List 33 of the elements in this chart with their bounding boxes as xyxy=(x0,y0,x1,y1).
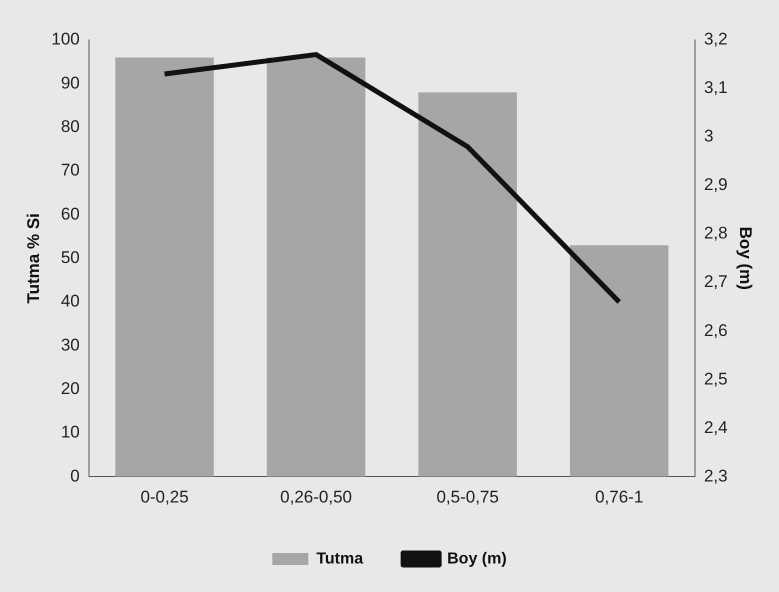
y2-tick-label: 2,3 xyxy=(704,466,728,486)
y-tick-label: 90 xyxy=(60,73,80,92)
y-tick-label: 100 xyxy=(51,30,80,49)
legend-label: Tutma xyxy=(316,550,364,568)
y-tick-label: 30 xyxy=(60,335,80,354)
x-tick-label: 0,26-0,50 xyxy=(280,487,352,506)
x-tick-label: 0,5-0,75 xyxy=(436,487,499,506)
y-tick-label: 80 xyxy=(60,117,80,136)
y-tick-label: 10 xyxy=(60,422,80,442)
bar xyxy=(570,245,668,477)
y2-tick-label: 2,8 xyxy=(704,224,728,243)
bar xyxy=(115,57,214,477)
y2-tick-label: 2,5 xyxy=(704,369,728,388)
bar xyxy=(418,92,517,477)
y2-tick-label: 3,2 xyxy=(704,30,728,49)
y-tick-label: 40 xyxy=(60,292,80,311)
y-tick-label: 20 xyxy=(60,378,80,398)
y2-tick-label: 2,6 xyxy=(704,320,728,340)
y-tick-label: 0 xyxy=(70,466,80,486)
y2-tick-label: 2,4 xyxy=(704,418,728,437)
x-tick-label: 0-0,25 xyxy=(140,487,189,506)
x-tick-label: 0,76-1 xyxy=(595,487,644,506)
y-tick-label: 70 xyxy=(60,160,80,180)
y-tick-label: 50 xyxy=(60,248,80,267)
bar xyxy=(266,57,366,477)
y-tick-label: 60 xyxy=(60,204,80,224)
legend-label: Boy (m) xyxy=(447,550,507,568)
y2-tick-label: 2,9 xyxy=(704,175,728,194)
y2-axis-title: Boy (m) xyxy=(736,226,756,290)
y2-tick-label: 3,1 xyxy=(704,78,728,98)
y2-tick-label: 2,7 xyxy=(704,272,728,292)
y2-tick-label: 3 xyxy=(704,126,714,146)
y-axis-title: Tutma % Si xyxy=(24,213,43,304)
